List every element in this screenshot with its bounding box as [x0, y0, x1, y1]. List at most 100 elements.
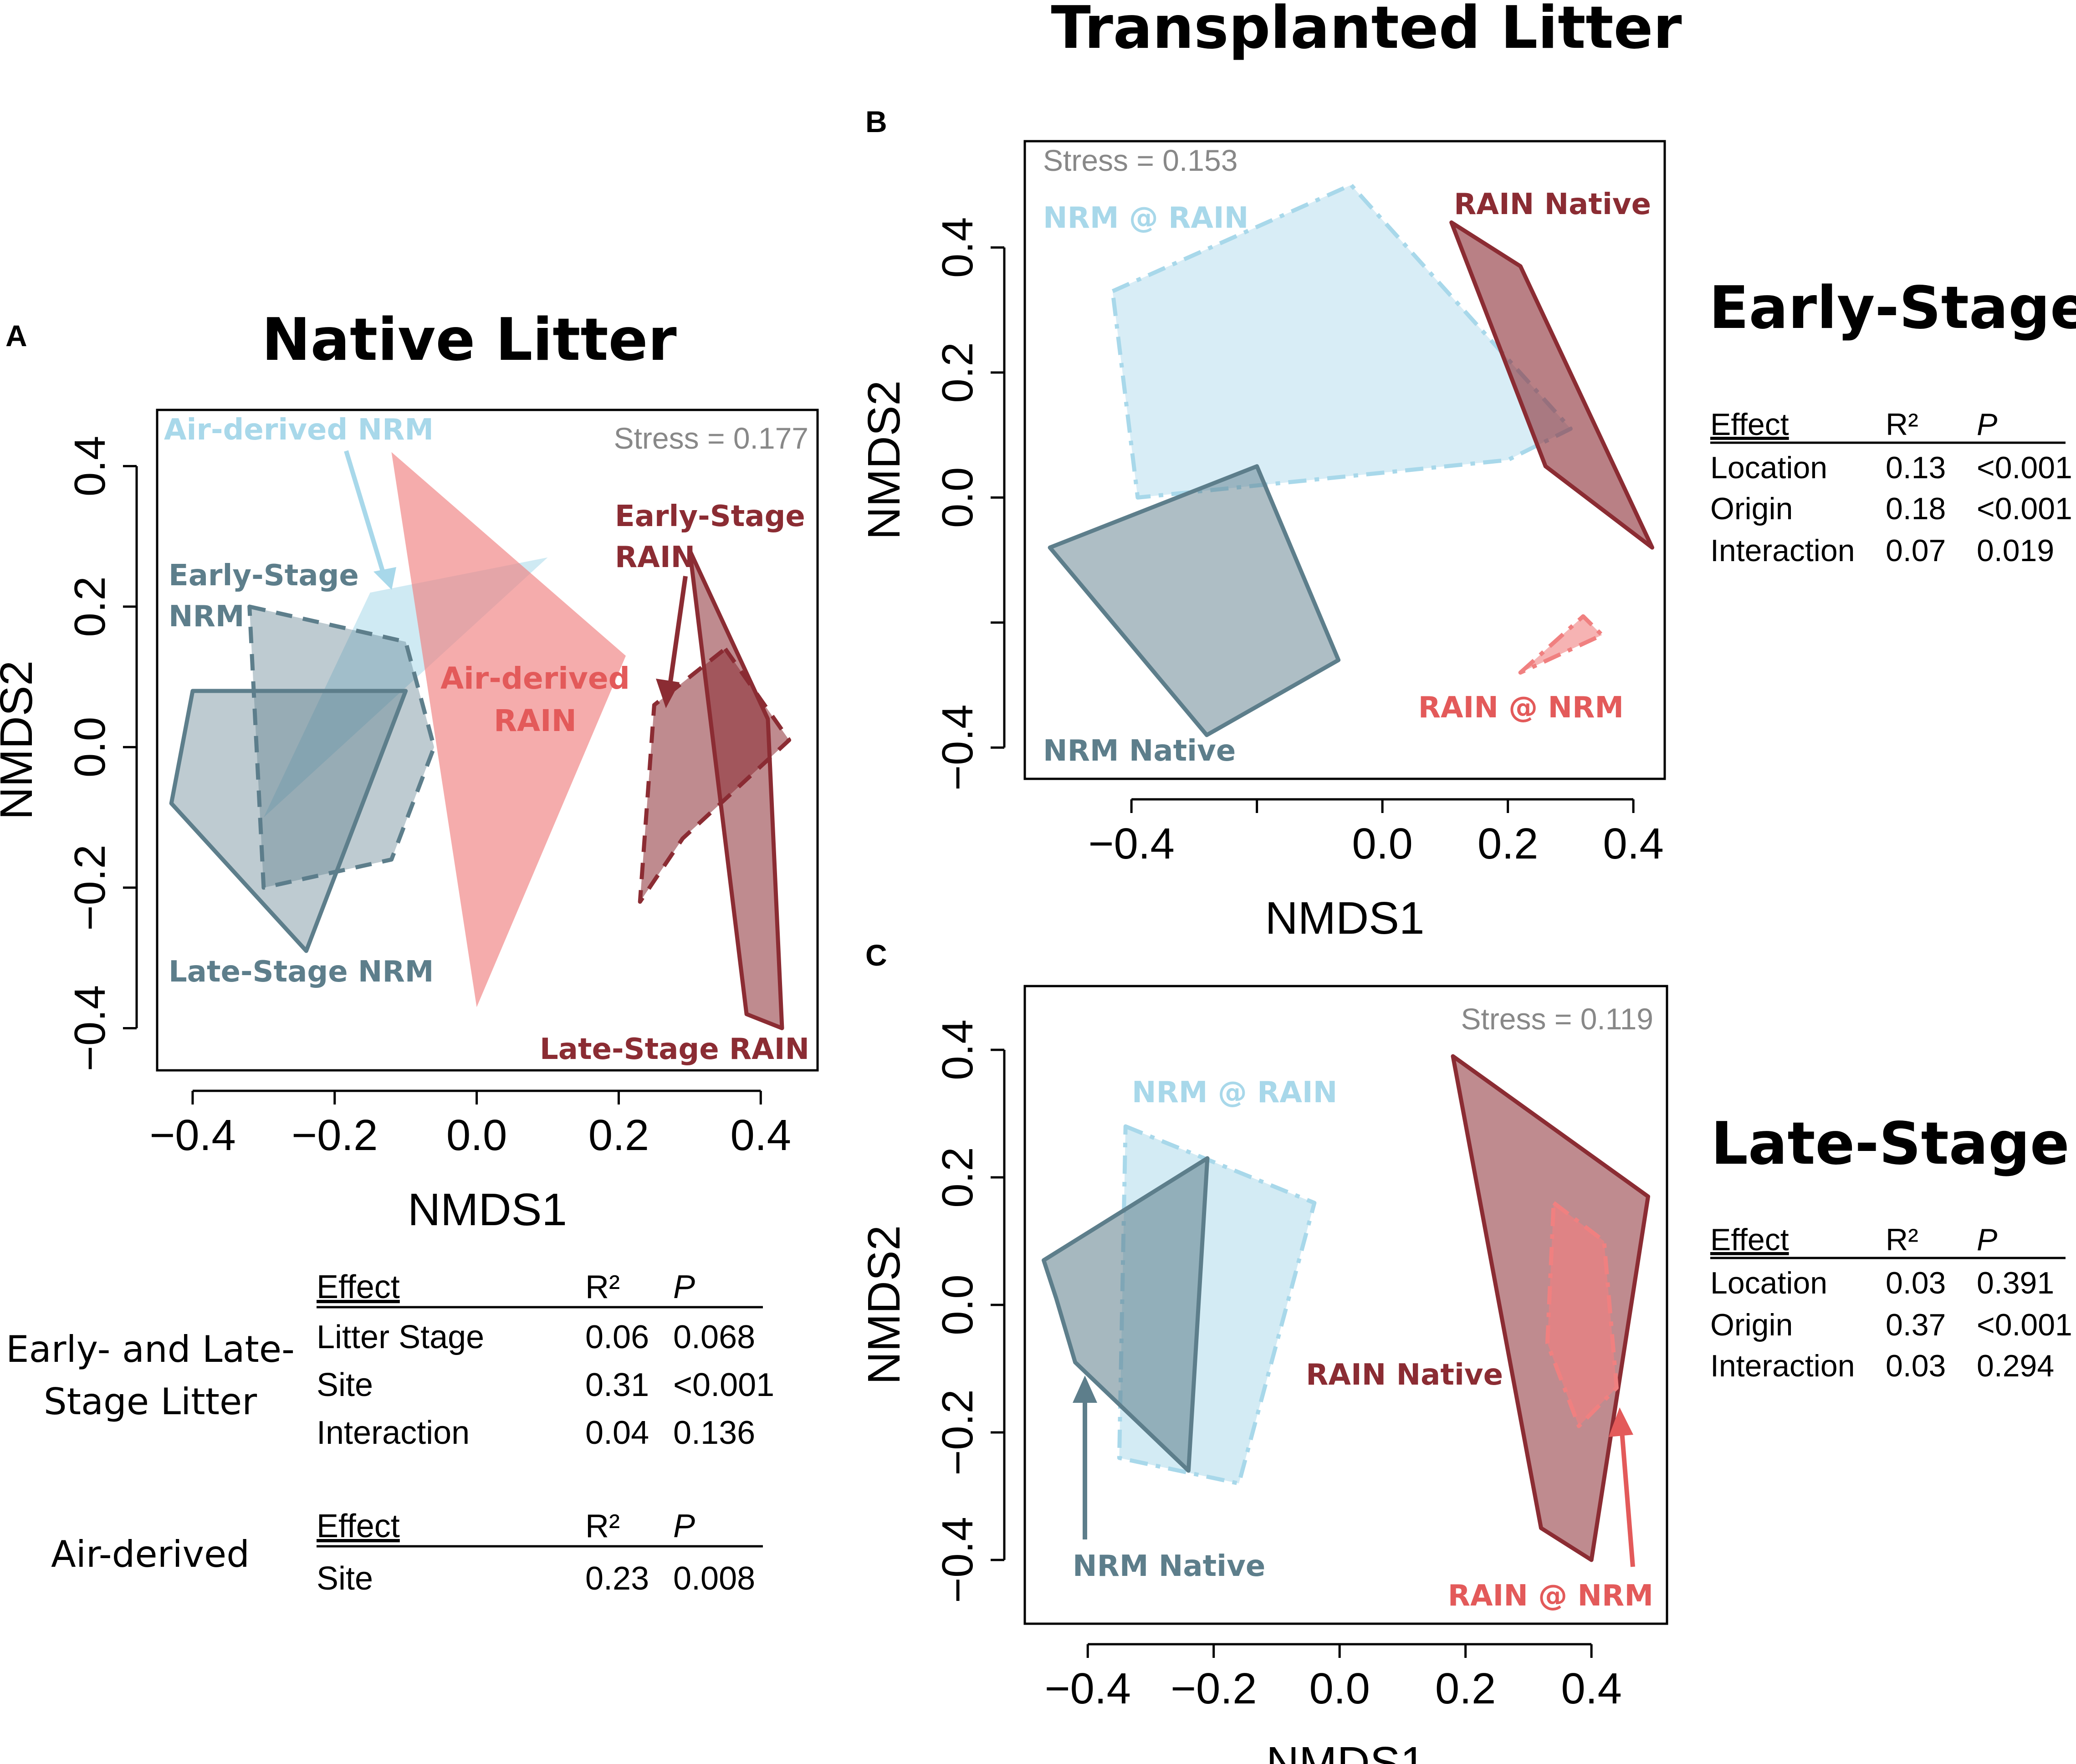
y-tick-label: 0.0: [66, 717, 114, 777]
y-tick-label: −0.2: [933, 1389, 982, 1476]
early-header-effect: Effect: [1710, 407, 1789, 442]
table-a1-header-p: P: [673, 1269, 695, 1305]
stress-value: Stress = 0.153: [1043, 143, 1237, 177]
plot-frame: [156, 409, 819, 1072]
y-tick-label: 0.0: [933, 467, 982, 528]
label-early-stage-nrm-2: NRM: [169, 600, 245, 634]
early-row2-r2: 0.18: [1886, 491, 1946, 526]
label-c-rain-native: RAIN Native: [1306, 1358, 1503, 1392]
table-late-stage: Late-Stage Effect R² P Location 0.03 0.3…: [1710, 1110, 2072, 1383]
y-tick-label: 0.2: [933, 342, 982, 403]
chart-transplanted-early: −0.4 0.0 0.2 0.4 NMDS1 −0.4 0.0 0.2 0.4 NMDS2 Stre…: [859, 140, 1666, 944]
label-air-derived-rain-2: RAIN: [494, 703, 577, 738]
chart-native-litter: −0.4 −0.2 0.0 0.2 0.4 NMDS1 −0.4 −0.2 0.0 0.2 0.4 N…: [0, 409, 819, 1235]
table-a2-header-p: P: [673, 1508, 695, 1544]
y-axis-label: NMDS2: [859, 1225, 910, 1385]
table-a-early-late: Early- and Late- Stage Litter Effect R² …: [6, 1269, 774, 1451]
x-tick-label: −0.2: [1171, 1664, 1257, 1713]
hull-air-derived-rain: [391, 452, 626, 1007]
y-tick-label: 0.0: [933, 1274, 982, 1335]
arrow-c-rain-at-nrm: [1619, 1425, 1635, 1567]
x-tick-label: 0.4: [1603, 819, 1663, 868]
late-row1-r2: 0.03: [1886, 1266, 1946, 1300]
plot-frame: [1023, 985, 1668, 1625]
table-a1-row2-p: <0.001: [673, 1367, 774, 1403]
label-b-rain-at-nrm: RAIN @ NRM: [1418, 691, 1624, 725]
label-c-nrm-native: NRM Native: [1073, 1549, 1265, 1583]
x-tick-label: 0.0: [446, 1111, 507, 1160]
hull-rain-nrm: [1545, 1201, 1619, 1428]
label-air-derived-rain-1: Air-derived: [440, 661, 630, 696]
early-row1-effect: Location: [1710, 450, 1827, 485]
label-c-rain-at-nrm: RAIN @ NRM: [1448, 1579, 1653, 1613]
late-header-p: P: [1977, 1222, 1997, 1257]
y-tick-label: 0.4: [66, 436, 114, 496]
early-row3-effect: Interaction: [1710, 533, 1855, 568]
panel-b-labels: NRM @ RAIN RAIN Native NRM Native RAIN @…: [1043, 188, 1651, 768]
arrow-head-c-rain-at-nrm: [1609, 1407, 1633, 1437]
label-early-stage-rain-1: Early-Stage: [615, 500, 805, 533]
y-tick-label: 0.2: [933, 1147, 982, 1207]
label-air-derived-nrm: Air-derived NRM: [164, 413, 434, 447]
y-tick-label: −0.4: [66, 985, 114, 1072]
table-a1-group-label-1: Early- and Late-: [6, 1328, 295, 1370]
label-b-rain-native: RAIN Native: [1454, 188, 1651, 221]
late-header-effect: Effect: [1710, 1222, 1789, 1257]
table-a1-header-r2: R²: [585, 1269, 620, 1305]
arrow-early-stage-rain: [666, 576, 688, 695]
early-row1-r2: 0.13: [1886, 450, 1946, 485]
x-tick-label: −0.4: [1044, 1664, 1131, 1713]
stress-value: Stress = 0.177: [614, 421, 808, 455]
table-a1-row1-p: 0.068: [673, 1319, 755, 1355]
panel-letter-b: B: [865, 105, 887, 138]
table-a2-row1-effect: Site: [317, 1560, 373, 1597]
late-row3-effect: Interaction: [1710, 1349, 1855, 1383]
early-row2-effect: Origin: [1710, 491, 1793, 526]
x-axis-label: NMDS1: [408, 1184, 567, 1235]
hull-nrm-native: [1042, 1156, 1210, 1473]
arrow-head-air-derived-nrm: [373, 567, 396, 590]
early-row2-p: <0.001: [1977, 491, 2072, 526]
late-row1-effect: Location: [1710, 1266, 1827, 1300]
plot-frame: [1023, 140, 1666, 780]
early-header-r2: R²: [1886, 407, 1918, 442]
early-stage-heading: Early-Stage: [1709, 274, 2076, 342]
x-tick-label: 0.4: [1561, 1664, 1621, 1713]
panel-c-labels: NRM @ RAIN NRM Native RAIN Native RAIN @…: [1073, 1076, 1653, 1613]
x-tick-label: 0.2: [1435, 1664, 1496, 1713]
y-axis-label: NMDS2: [859, 380, 910, 540]
x-tick-label: 0.4: [731, 1111, 791, 1160]
y-tick-label: 0.4: [933, 217, 982, 278]
label-late-stage-nrm: Late-Stage NRM: [169, 955, 434, 989]
table-a2-header-r2: R²: [585, 1508, 620, 1544]
table-a1-header-effect: Effect: [317, 1269, 400, 1305]
label-early-stage-nrm-1: Early-Stage: [169, 559, 359, 593]
late-row1-p: 0.391: [1977, 1266, 2054, 1300]
panel-c-arrows: [1073, 1375, 1635, 1567]
label-late-stage-rain: Late-Stage RAIN: [540, 1033, 809, 1066]
label-c-nrm-at-rain: NRM @ RAIN: [1132, 1076, 1337, 1110]
panel-a-title: Native Litter: [261, 306, 676, 374]
label-b-nrm-native: NRM Native: [1043, 734, 1236, 768]
table-a-air-derived: Air-derived Effect R² P Site 0.23 0.008: [51, 1508, 763, 1597]
x-tick-label: 0.2: [1478, 819, 1538, 868]
arrow-head-c-nrm-native: [1073, 1375, 1097, 1403]
table-a1-row1-effect: Litter Stage: [317, 1319, 484, 1355]
table-a2-header-effect: Effect: [317, 1508, 400, 1544]
x-tick-label: −0.4: [1088, 819, 1175, 868]
x-tick-label: −0.4: [149, 1111, 236, 1160]
arrow-air-derived-nrm: [344, 450, 387, 579]
hull-late-stage-nrm: [169, 689, 408, 953]
hull-nrm-native: [1048, 464, 1341, 737]
table-a1-row3-r2: 0.04: [585, 1415, 649, 1451]
panel-a-labels: Air-derived NRM Early-Stage NRM Late-Sta…: [164, 413, 809, 1066]
x-axis-label: NMDS1: [1265, 893, 1424, 944]
hull-early-stage-nrm: [247, 604, 436, 890]
label-early-stage-rain-2: RAIN: [615, 541, 695, 574]
arrow-head-early-stage-rain: [656, 679, 680, 708]
chart-transplanted-late: −0.4 −0.2 0.0 0.2 0.4 NMDS1 −0.4 −0.2 0.0 0.2 0.4 N…: [859, 985, 1668, 1764]
late-row2-p: <0.001: [1977, 1308, 2072, 1342]
panel-a-arrows: [344, 450, 688, 708]
table-a1-row1-r2: 0.06: [585, 1319, 649, 1355]
